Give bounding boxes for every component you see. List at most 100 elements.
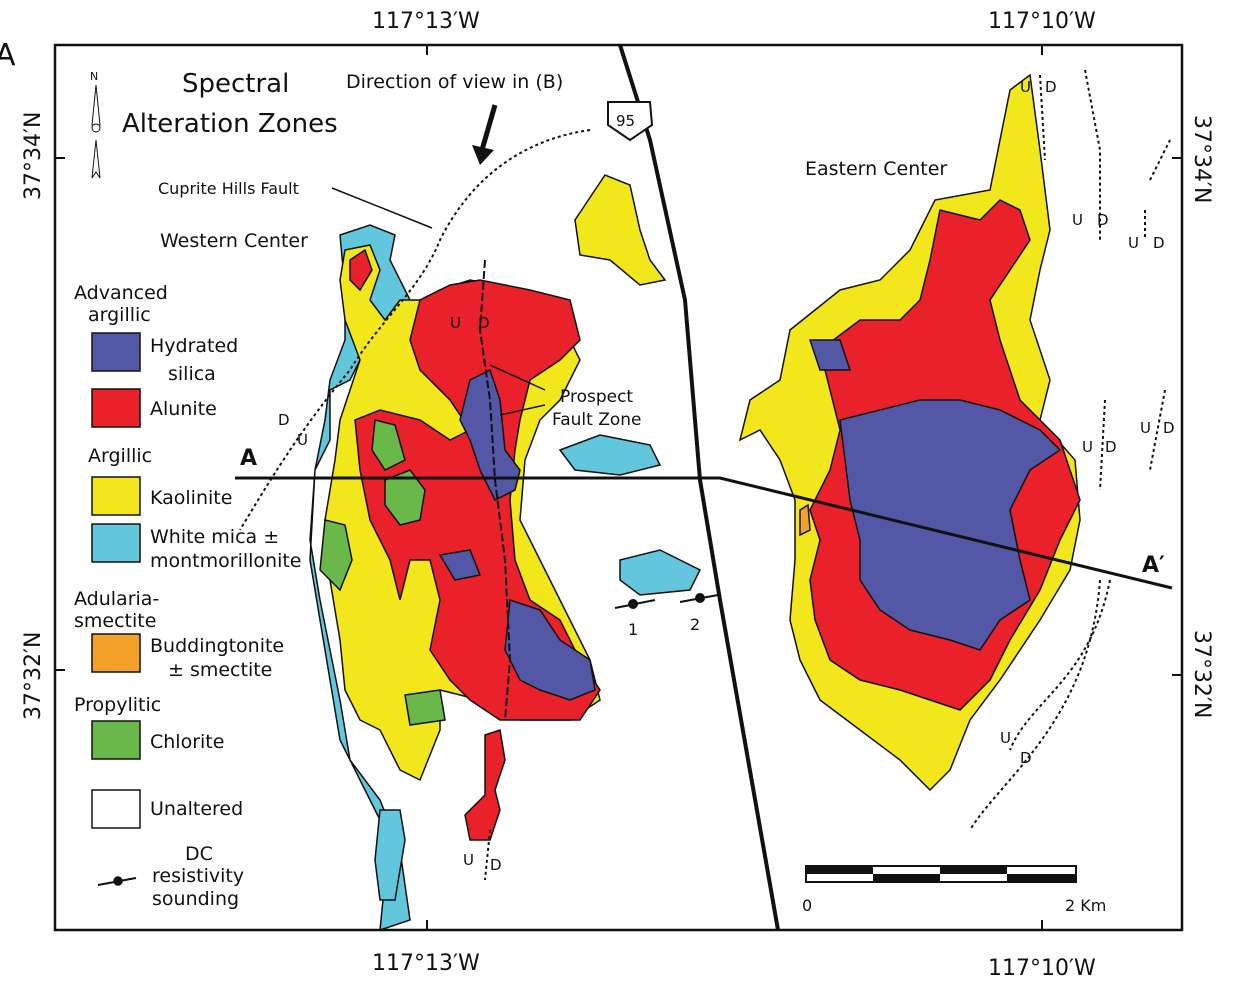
coord-right-top: 37°34′N (1189, 115, 1214, 203)
western-center-label: Western Center (160, 230, 308, 252)
svg-text:± smectite: ± smectite (168, 659, 272, 681)
panel-label: A (0, 38, 16, 73)
zone-alunite-2 (349, 248, 373, 292)
dc-sounding-markers (614, 593, 719, 609)
cuprite-fault-label: Cuprite Hills Fault (158, 179, 299, 198)
zone-buddingtonite (799, 503, 811, 537)
zone-white-mica-south (374, 809, 406, 901)
coord-top-left: 117°13′W (372, 9, 480, 34)
prospect-label-2: Fault Zone (552, 410, 641, 430)
svg-text:D: D (1097, 211, 1109, 229)
zone-hydrated-silica-3 (438, 549, 482, 581)
swatch-kaolinite (91, 476, 141, 516)
zone-kaolinite-top (574, 174, 667, 286)
svg-text:D: D (278, 411, 290, 429)
svg-text:D: D (1045, 78, 1057, 96)
svg-text:DC: DC (185, 843, 213, 865)
svg-text:Alunite: Alunite (150, 398, 217, 420)
coord-left-top: 37°34′N (21, 112, 46, 200)
zone-chlorite-3 (404, 689, 446, 726)
svg-text:Hydrated: Hydrated (150, 335, 238, 357)
eastern-center-label: Eastern Center (805, 158, 947, 180)
view-direction-arrow (472, 104, 498, 165)
svg-text:Kaolinite: Kaolinite (150, 487, 232, 509)
coord-right-bottom: 37°32′N (1189, 630, 1214, 718)
zone-chlorite-4 (371, 419, 406, 471)
map-title-2: Alteration Zones (122, 109, 338, 139)
svg-text:D: D (1163, 419, 1175, 437)
svg-text:U: U (450, 314, 461, 332)
svg-text:U: U (1128, 234, 1139, 252)
svg-text:Chlorite: Chlorite (150, 731, 224, 753)
zone-hydrated-silica-2 (504, 598, 596, 701)
svg-text:U: U (1082, 438, 1093, 456)
svg-text:silica: silica (168, 363, 216, 385)
cross-section-line (235, 476, 1173, 590)
section-a-label: A (240, 446, 257, 471)
coord-left-bottom: 37°32′N (21, 632, 46, 720)
prospect-label-1: Prospect (560, 387, 633, 407)
map-title-1: Spectral (182, 69, 289, 99)
zone-alunite-south (464, 729, 506, 841)
svg-text:sounding: sounding (152, 888, 239, 910)
legend-text: Advanced argillic Hydrated silica Alunit… (74, 282, 302, 910)
svg-text:D: D (478, 314, 490, 332)
western-center-zones (309, 174, 702, 932)
graticule-ticks (55, 45, 1182, 930)
zone-white-mica-small-2 (619, 549, 702, 596)
swatch-white-mica (91, 523, 141, 563)
svg-text:Buddingtonite: Buddingtonite (150, 635, 284, 657)
svg-text:D: D (1020, 749, 1032, 767)
highway-label: 95 (616, 112, 635, 130)
zone-hydrated-silica-east-2 (808, 339, 852, 371)
leader-lines (331, 187, 546, 416)
highway-shield-icon (607, 101, 654, 142)
zone-chlorite-2 (319, 519, 353, 592)
view-direction-label: Direction of view in (B) (346, 71, 563, 93)
svg-text:U: U (463, 851, 474, 869)
scale-start: 0 (802, 896, 812, 915)
svg-text:U: U (1140, 419, 1151, 437)
svg-text:smectite: smectite (74, 610, 156, 632)
svg-text:Advanced: Advanced (74, 282, 168, 304)
section-a-prime-label: A′ (1142, 553, 1165, 578)
coord-bottom-right: 117°10′W (988, 956, 1096, 981)
north-label: N (90, 70, 98, 83)
swatch-hydrated-silica (91, 332, 141, 372)
scale-end: 2 Km (1065, 896, 1106, 915)
zone-chlorite (384, 469, 426, 526)
svg-text:argillic: argillic (88, 304, 151, 326)
svg-text:Adularia-: Adularia- (74, 588, 159, 610)
svg-text:U: U (297, 431, 308, 449)
svg-text:White mica ±: White mica ± (150, 526, 279, 548)
svg-text:U: U (1000, 729, 1011, 747)
swatch-unaltered (91, 789, 141, 829)
legend-swatches (91, 332, 141, 886)
svg-text:U: U (1072, 211, 1083, 229)
svg-text:D: D (1105, 438, 1117, 456)
svg-text:U: U (1020, 78, 1031, 96)
swatch-alunite (91, 388, 141, 428)
coord-top-right: 117°10′W (988, 9, 1096, 34)
cuprite-hills-fault (239, 129, 591, 531)
svg-text:Propylitic: Propylitic (74, 694, 161, 716)
swatch-chlorite (91, 720, 141, 760)
zone-hydrated-silica (459, 368, 521, 502)
svg-text:Unaltered: Unaltered (150, 798, 243, 820)
svg-text:resistivity: resistivity (152, 865, 244, 887)
prospect-fault-zone (478, 259, 512, 881)
eastern-center-zones (738, 73, 1081, 792)
sounding-2-label: 2 (690, 615, 700, 634)
svg-text:montmorillonite: montmorillonite (150, 550, 302, 572)
north-arrow-icon (91, 84, 101, 179)
zone-hydrated-silica-east (839, 399, 1062, 651)
svg-text:Argillic: Argillic (88, 445, 152, 467)
scale-bar (805, 865, 1077, 883)
eastern-faults (969, 69, 1171, 831)
zone-white-mica-small (558, 434, 662, 476)
svg-text:D: D (490, 856, 502, 874)
svg-text:D: D (1153, 234, 1165, 252)
swatch-buddingtonite (91, 633, 141, 673)
